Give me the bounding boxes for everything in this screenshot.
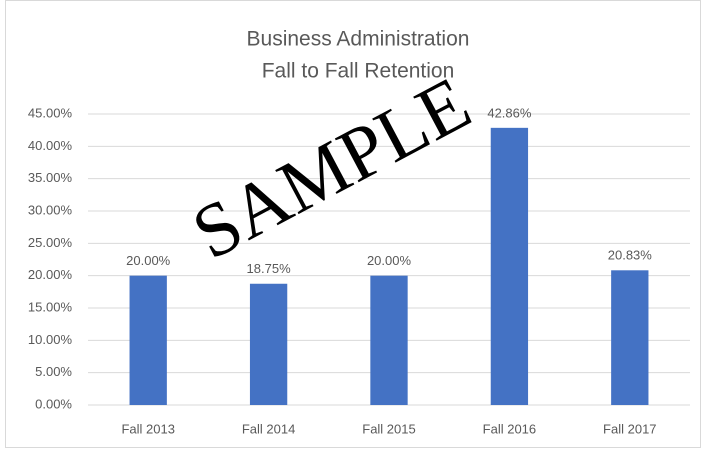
y-tick-label: 0.00% [35,396,72,411]
x-tick-label: Fall 2017 [603,421,656,436]
data-label: 18.75% [247,261,292,276]
data-label: 20.83% [608,248,653,263]
y-tick-label: 35.00% [28,170,73,185]
bar [249,283,288,405]
y-tick-label: 10.00% [28,332,73,347]
x-tick-label: Fall 2013 [121,421,174,436]
data-label: 20.00% [126,253,171,268]
x-tick-label: Fall 2015 [362,421,415,436]
y-tick-label: 25.00% [28,235,73,250]
chart-title: Business Administration [247,28,470,51]
y-tick-label: 15.00% [28,299,73,314]
chart-title: Fall to Fall Retention [262,60,455,83]
y-tick-label: 20.00% [28,267,73,282]
data-label: 20.00% [367,253,412,268]
bar [370,275,408,405]
y-tick-label: 5.00% [35,364,72,379]
x-tick-label: Fall 2016 [483,421,536,436]
data-label: 42.86% [487,105,532,120]
bar [490,127,529,405]
y-tick-label: 45.00% [28,105,73,120]
y-tick-label: 40.00% [28,138,73,153]
bar [129,275,167,405]
y-tick-label: 30.00% [28,202,73,217]
x-tick-label: Fall 2014 [242,421,295,436]
bar [611,270,649,405]
